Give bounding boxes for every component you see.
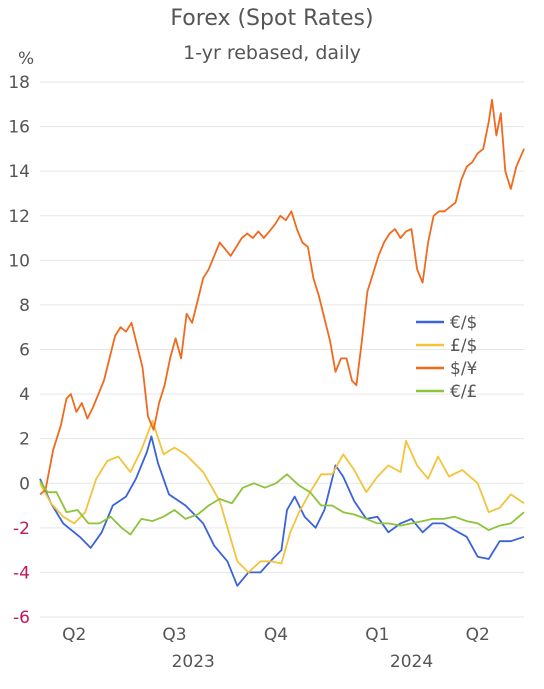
legend-label: €/£ (450, 382, 477, 402)
grid-lines (40, 81, 524, 618)
y-tick-label: -2 (13, 519, 30, 539)
x-tick-labels: Q2 Q3 Q4 Q1 Q2 2023 2024 (62, 625, 490, 672)
y-tick-label: 6 (19, 341, 30, 361)
y-tick-labels: 18 16 14 12 10 8 6 4 2 0 -2 -4 -6 (8, 73, 30, 628)
y-tick-label: -4 (13, 563, 30, 583)
y-axis-label: % (18, 49, 34, 69)
y-tick-label: 16 (8, 118, 30, 138)
series-line-1 (39, 419, 525, 574)
y-tick-label: 2 (19, 430, 30, 450)
y-tick-label: 8 (19, 296, 30, 316)
legend-label: £/$ (450, 336, 477, 356)
y-tick-label: 12 (8, 207, 30, 227)
chart-title: Forex (Spot Rates) (170, 6, 374, 31)
legend-label: $/¥ (450, 359, 478, 379)
chart-subtitle: 1-yr rebased, daily (183, 42, 361, 64)
x-tick-label: Q2 (62, 625, 86, 645)
y-tick-label: 0 (19, 474, 30, 494)
series-line-0 (39, 435, 525, 587)
y-tick-label: -6 (13, 608, 30, 628)
legend: €/$ £/$ $/¥ €/£ (416, 313, 478, 402)
y-tick-label: 10 (8, 251, 30, 271)
x-tick-label: Q1 (365, 625, 389, 645)
y-tick-label: 14 (8, 162, 30, 182)
x-tick-label: Q4 (264, 625, 288, 645)
series-lines (39, 98, 525, 587)
y-tick-label: 18 (8, 73, 30, 93)
x-year-label: 2024 (390, 652, 433, 672)
series-line-2 (39, 98, 525, 496)
x-year-label: 2023 (172, 652, 215, 672)
series-line-3 (39, 473, 525, 536)
x-tick-label: Q2 (466, 625, 490, 645)
y-tick-label: 4 (19, 385, 30, 405)
x-tick-label: Q3 (162, 625, 186, 645)
legend-label: €/$ (450, 313, 477, 333)
